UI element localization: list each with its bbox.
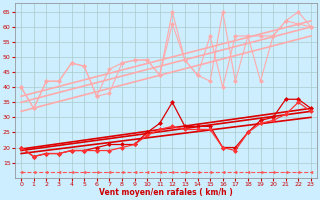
X-axis label: Vent moyen/en rafales ( km/h ): Vent moyen/en rafales ( km/h ): [99, 188, 233, 197]
